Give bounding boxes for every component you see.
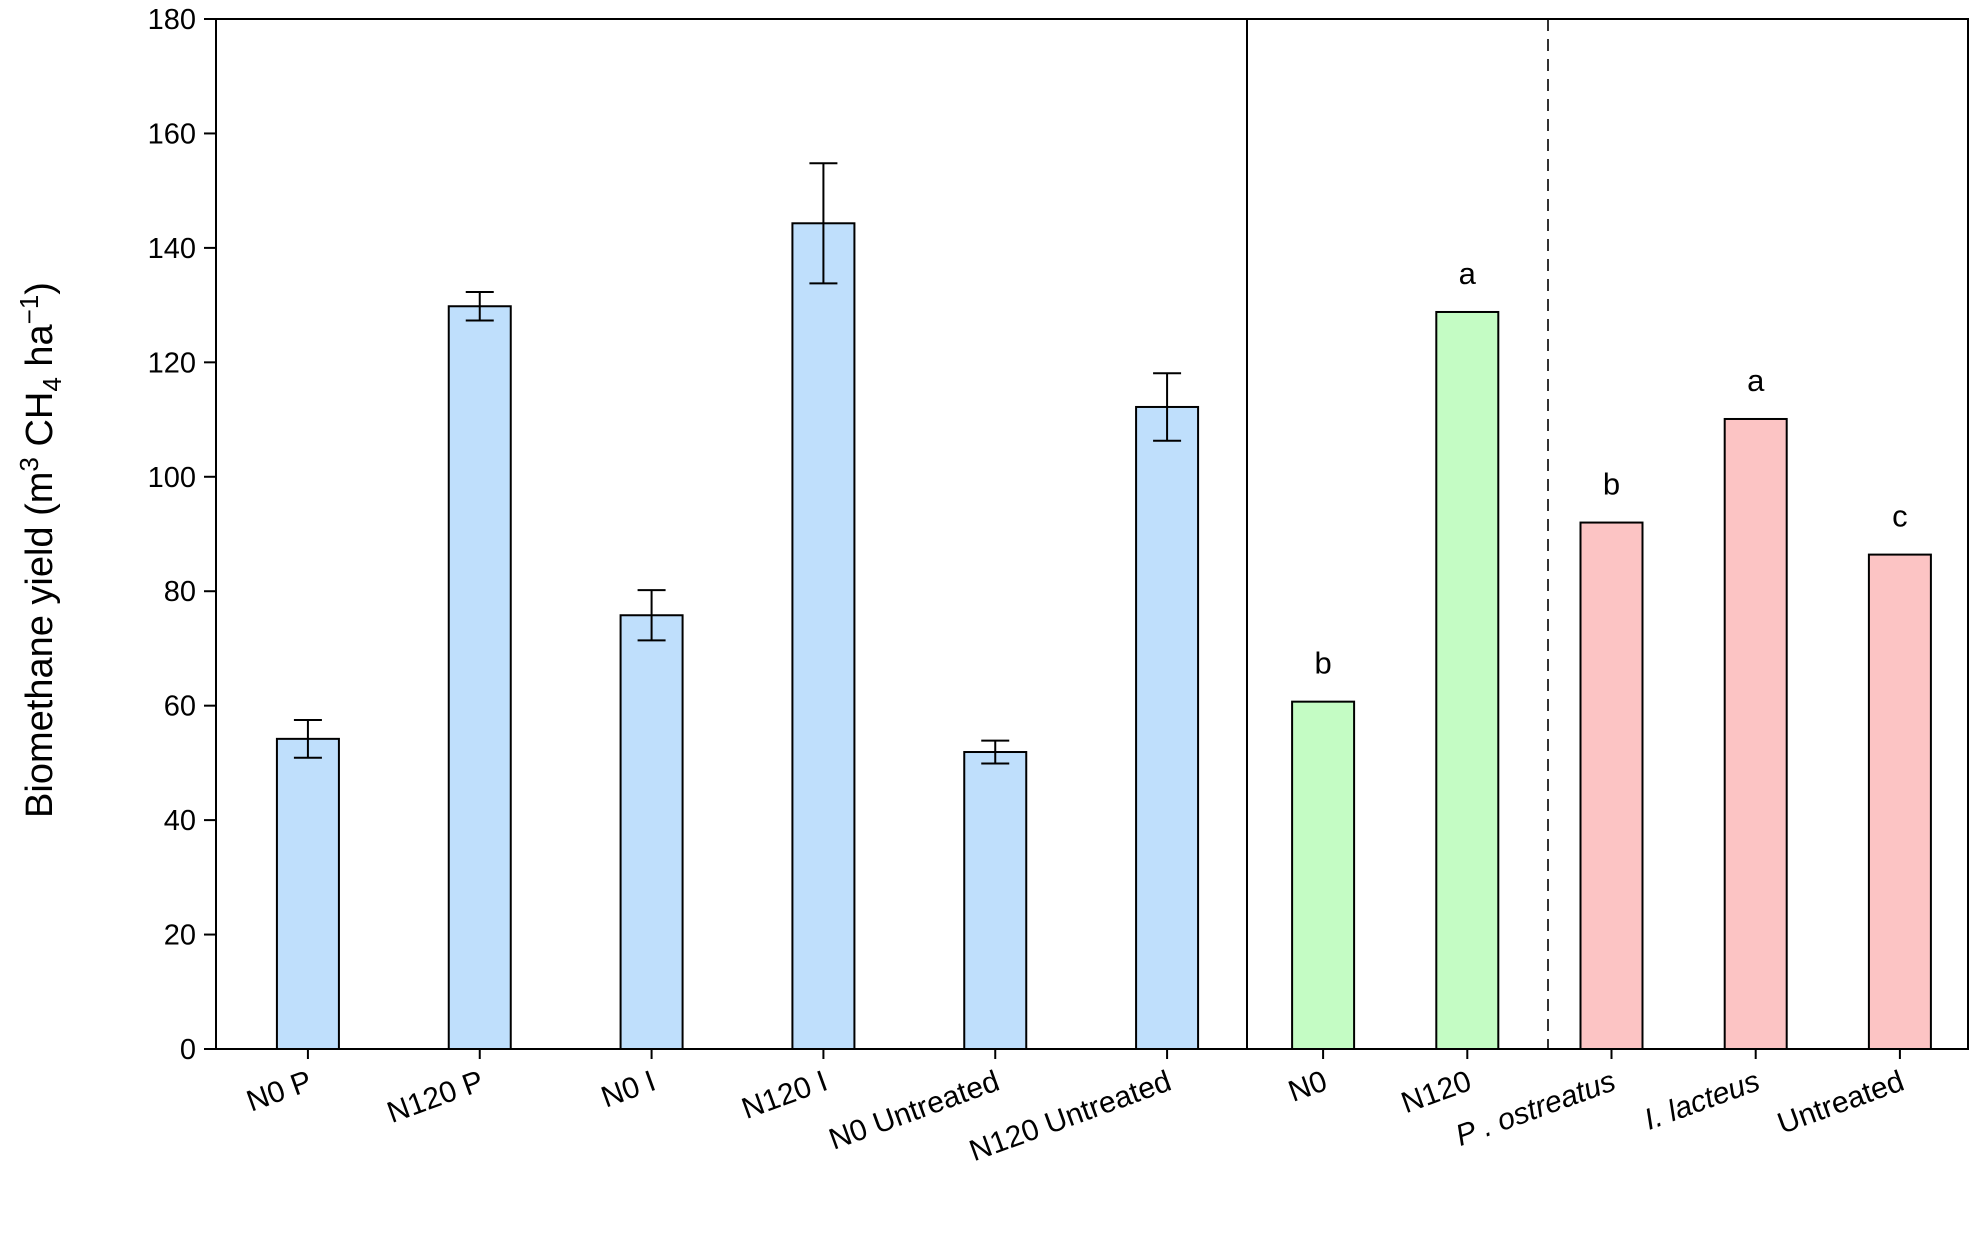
significance-letter: c (1892, 499, 1908, 534)
bar (447, 305, 512, 1050)
y-tick-label: 120 (148, 347, 196, 379)
y-tick-label: 180 (148, 4, 196, 36)
bar (275, 737, 340, 1050)
x-tick-label: P . ostreatus (1451, 1065, 1620, 1153)
x-tick-label: N120 P (383, 1065, 488, 1130)
bars: b a b a c (275, 162, 1932, 1051)
y-axis: 0 20 40 60 80 100 120 140 160 180 (148, 4, 216, 1066)
bar (791, 222, 856, 1051)
x-tick-label: N0 P (242, 1065, 316, 1119)
bar (1579, 521, 1644, 1050)
significance-letter: b (1314, 646, 1331, 681)
left-panel-frame (215, 18, 1248, 1050)
bar (1723, 417, 1788, 1050)
x-tick-label: N120 I (737, 1065, 831, 1126)
x-tick-label: Untreated (1773, 1065, 1908, 1141)
bar (963, 751, 1028, 1050)
x-tick-label: N120 (1397, 1065, 1476, 1121)
y-tick-label: 80 (164, 576, 196, 608)
x-tick-label: I. lacteus (1640, 1065, 1764, 1137)
x-tick-label: N0 (1284, 1065, 1331, 1109)
significance-letter: a (1459, 256, 1477, 291)
significance-letter: b (1603, 467, 1620, 502)
bar (1291, 700, 1356, 1051)
y-tick-label: 40 (164, 805, 196, 837)
bar (1867, 553, 1932, 1050)
x-tick-label: N0 I (597, 1065, 660, 1115)
y-tick-label: 100 (148, 462, 196, 494)
y-tick-label: 140 (148, 233, 196, 265)
y-tick-label: 60 (164, 691, 196, 723)
bar (1135, 405, 1200, 1050)
bar (1435, 310, 1500, 1050)
significance-letter: a (1747, 363, 1765, 398)
y-tick-label: 20 (164, 920, 196, 952)
y-tick-label: 160 (148, 118, 196, 150)
y-tick-label: 0 (180, 1034, 196, 1066)
y-axis-label: Biomethane yield (m3 CH4 ha−1) (14, 282, 67, 818)
bar (619, 614, 684, 1050)
